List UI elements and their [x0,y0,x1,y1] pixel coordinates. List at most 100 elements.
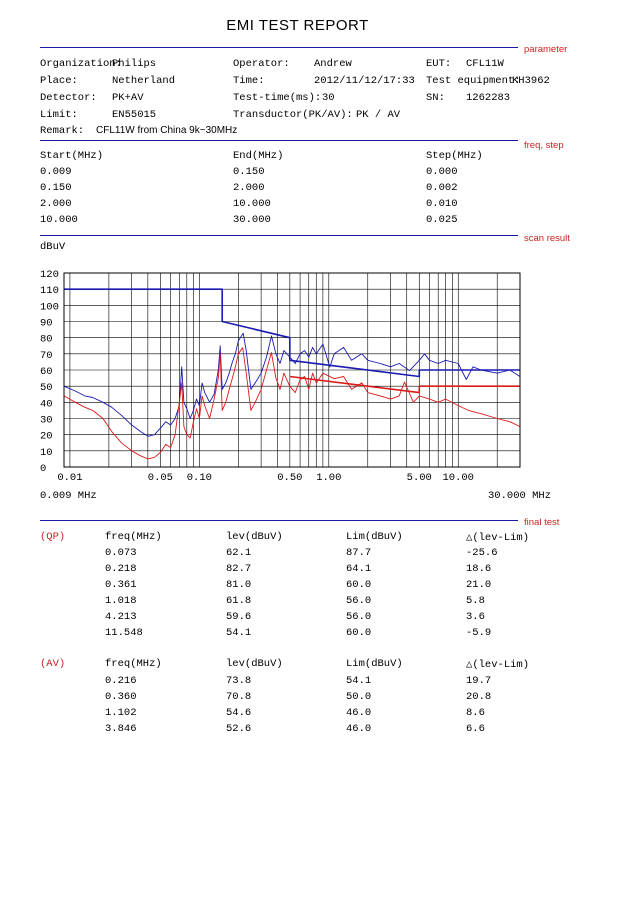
operator-value: Andrew [314,58,352,70]
av-row-4-col-2: 52.6 [226,723,252,735]
parameter-section-label: parameter [524,44,568,55]
av-row-1-col-4: 19.7 [466,675,492,687]
freq-step-divider [40,140,518,141]
qp-header-lim: Lim(dBuV) [346,531,403,543]
av-label: (AV) [40,658,66,670]
av-row-4-col-1: 3.846 [105,723,137,735]
xtick-label-1.00: 1.00 [316,472,341,484]
freq-row-2-step: 0.002 [426,182,458,194]
av-row-3-col-1: 1.102 [105,707,137,719]
av-row-3-col-2: 54.6 [226,707,252,719]
qp-header-lev: lev(dBuV) [226,531,283,543]
series-av-limit [289,375,520,394]
qp-row-1-col-1: 0.073 [105,547,137,559]
eut-label: EUT: [426,58,452,70]
qp-row-4-col-3: 56.0 [346,595,372,607]
qp-row-1-col-2: 62.1 [226,547,252,559]
final-test-section-label: final test [524,517,560,528]
test-time-value: 30 [322,92,335,104]
av-row-1-col-1: 0.216 [105,675,137,687]
av-header-delta: △(lev-Lim) [466,659,530,671]
av-row-1-col-2: 73.8 [226,675,252,687]
freq-row-4-step: 0.025 [426,214,458,226]
qp-row-2-col-4: 18.6 [466,563,492,575]
time-label: Time: [233,75,265,87]
qp-label: (QP) [40,531,66,543]
freq-row-1-start: 0.009 [40,166,72,178]
series-av-scan [63,347,521,460]
qp-row-5-col-4: 3.6 [466,611,485,623]
qp-row-1-col-3: 87.7 [346,547,372,559]
limit-label: Limit: [40,109,78,121]
qp-row-3-col-3: 60.0 [346,579,372,591]
qp-row-4-col-2: 61.8 [226,595,252,607]
freq-row-4-start: 10.000 [40,214,78,226]
xtick-label-0.10: 0.10 [187,472,212,484]
ytick-label-10: 10 [40,447,53,459]
chart-ylabel: dBuV [40,241,66,253]
qp-row-3-col-4: 21.0 [466,579,492,591]
x-range-left: 0.009 MHz [40,490,97,502]
detector-label: Detector: [40,92,97,104]
freq-header-step: Step(MHz) [426,150,483,162]
organization-label: Organization: [40,58,122,70]
freq-row-3-step: 0.010 [426,198,458,210]
freq-header-end: End(MHz) [233,150,284,162]
qp-row-4-col-1: 1.018 [105,595,137,607]
ytick-label-30: 30 [40,415,53,427]
freq-row-2-end: 2.000 [233,182,265,194]
av-header-lev: lev(dBuV) [226,658,283,670]
report-title: EMI TEST REPORT [226,17,369,34]
freq-header-start: Start(MHz) [40,150,104,162]
av-header-freq: freq(MHz) [105,658,162,670]
av-row-2-col-1: 0.360 [105,691,137,703]
av-row-1-col-3: 54.1 [346,675,372,687]
limit-value: EN55015 [112,109,157,121]
ytick-label-90: 90 [40,318,53,330]
qp-header-delta: △(lev-Lim) [466,532,530,544]
qp-row-3-col-2: 81.0 [226,579,252,591]
operator-label: Operator: [233,58,290,70]
av-row-2-col-2: 70.8 [226,691,252,703]
equipment-label: Test equipment: [426,75,521,87]
qp-row-2-col-3: 64.1 [346,563,372,575]
qp-row-1-col-4: -25.6 [466,547,498,559]
av-row-2-col-3: 50.0 [346,691,372,703]
parameter-divider [40,47,518,48]
qp-row-5-col-2: 59.6 [226,611,252,623]
remark-label: Remark: [40,125,85,137]
ytick-label-40: 40 [40,398,53,410]
qp-header-freq: freq(MHz) [105,531,162,543]
qp-row-2-col-2: 82.7 [226,563,252,575]
freq-row-3-start: 2.000 [40,198,72,210]
av-row-4-col-4: 6.6 [466,723,485,735]
ytick-label-110: 110 [40,285,59,297]
transductor-value: PK / AV [356,109,401,121]
qp-row-2-col-1: 0.218 [105,563,137,575]
qp-row-6-col-1: 11.548 [105,627,143,639]
xtick-label-0.01: 0.01 [57,472,82,484]
ytick-label-100: 100 [40,301,59,313]
av-row-3-col-4: 8.6 [466,707,485,719]
place-value: Netherland [112,75,176,87]
xtick-label-0.05: 0.05 [148,472,173,484]
av-row-3-col-3: 46.0 [346,707,372,719]
ytick-label-50: 50 [40,382,53,394]
xtick-label-0.50: 0.50 [277,472,302,484]
scan-result-divider [40,235,518,236]
qp-row-3-col-1: 0.361 [105,579,137,591]
equipment-value: KH3962 [512,75,550,87]
sn-label: SN: [426,92,445,104]
place-label: Place: [40,75,78,87]
x-range-right: 30.000 MHz [488,490,552,502]
freq-row-4-end: 30.000 [233,214,271,226]
ytick-label-80: 80 [40,334,53,346]
organization-value: Philips [112,58,157,70]
qp-row-4-col-4: 5.8 [466,595,485,607]
series-qp-limit [64,288,520,378]
qp-row-6-col-3: 60.0 [346,627,372,639]
ytick-label-120: 120 [40,269,59,281]
eut-value: CFL11W [466,58,504,70]
qp-row-6-col-2: 54.1 [226,627,252,639]
